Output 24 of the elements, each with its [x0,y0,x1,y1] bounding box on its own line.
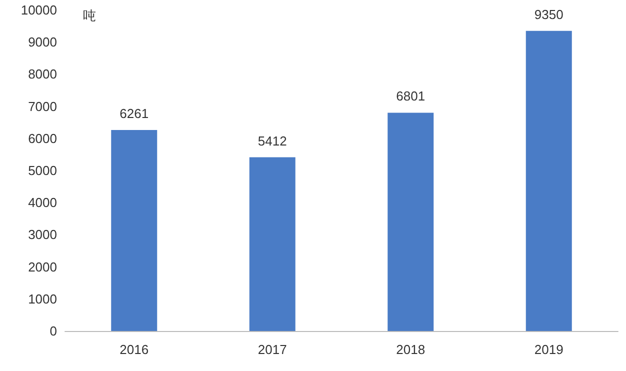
y-tick-label: 0 [50,324,57,338]
x-tick-label: 2018 [396,342,426,357]
bar [388,112,434,331]
y-axis-title: 吨 [83,8,96,23]
y-tick-label: 2000 [28,259,57,274]
y-tick-label: 1000 [28,291,57,306]
y-tick-label: 4000 [28,195,57,210]
y-tick-label: 9000 [28,34,57,50]
y-tick-label: 6000 [28,130,57,146]
data-label: 5412 [258,133,287,148]
data-label: 6801 [396,88,426,104]
bar [249,157,296,331]
bar [111,130,158,331]
x-tick-label: 2019 [534,342,564,357]
y-tick-label: 7000 [28,98,57,114]
y-tick-label: 10000 [20,2,57,18]
y-tick-label: 5000 [28,163,57,178]
y-tick-label: 8000 [28,66,57,82]
y-tick-label: 3000 [28,227,57,242]
bar [526,30,572,331]
data-label: 6261 [120,106,149,122]
x-tick-label: 2017 [258,342,287,357]
data-label: 9350 [534,6,564,22]
x-tick-label: 2016 [120,342,149,357]
